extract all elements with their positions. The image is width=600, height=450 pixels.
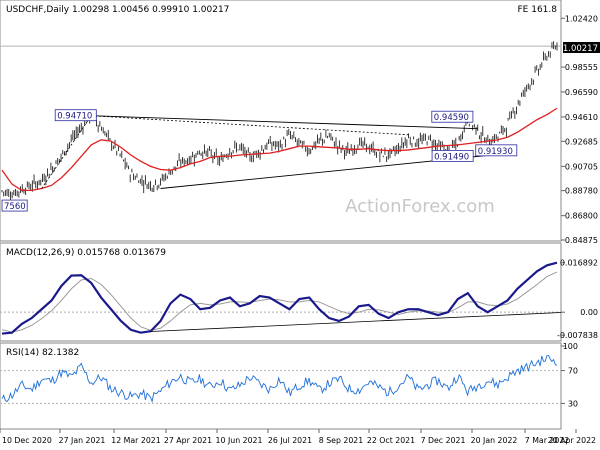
- rsi-tick-label: 100: [563, 342, 578, 351]
- time-tick-label: 7 Mar 2022: [525, 436, 570, 445]
- upper-trendline: [91, 115, 478, 130]
- time-tick-label: 27 Jan 2021: [59, 436, 106, 445]
- annotation-box: [431, 110, 474, 123]
- macd-series: [0, 261, 562, 335]
- rsi-panel-title: RSI(14) 82.1382: [6, 348, 79, 358]
- macd-axis: 0.016892 0.00 -0.007838: [557, 259, 598, 340]
- annotation-box: [54, 109, 97, 122]
- macd-trendline: [150, 312, 562, 332]
- annotation-box: [431, 149, 474, 162]
- macd-tick-label: 0.016892: [560, 259, 598, 268]
- macd-tick-label: 0.00: [580, 308, 598, 317]
- time-tick-label: 8 Sep 2021: [319, 436, 363, 445]
- annotation-label: 0.94710: [57, 112, 92, 122]
- price-tick-label: 1.02420: [565, 14, 598, 23]
- annotation-box: [475, 144, 518, 157]
- rsi-axis: 100 70 30: [561, 342, 578, 408]
- moving-average-line: [1, 107, 558, 192]
- price-tick-label: 0.92685: [565, 137, 598, 146]
- price-tick-label: 0.84875: [565, 236, 598, 245]
- time-tick-label: 10 Jun 2021: [216, 436, 263, 445]
- rsi-panel[interactable]: RSI(14) 82.1382 100 70 30: [0, 342, 578, 430]
- price-tick-label: 0.88780: [565, 187, 598, 196]
- rsi-tick-label: 70: [568, 367, 578, 376]
- macd-panel[interactable]: MACD(12,26,9) 0.015768 0.013679 0.016892…: [0, 242, 598, 342]
- macd-panel-title: MACD(12,26,9) 0.015768 0.013679: [6, 248, 166, 258]
- macd-tick-label: -0.007838: [557, 331, 598, 340]
- time-tick-label: 22 Oct 2021: [367, 436, 415, 445]
- price-tick-label: 0.94610: [565, 113, 598, 122]
- annotation-label: 7560: [4, 202, 26, 212]
- time-tick-label: 26 Jul 2021: [268, 436, 312, 445]
- price-tick-label: 0.90705: [565, 162, 598, 171]
- rsi-series: [0, 354, 561, 404]
- price-tick-label: 0.96590: [565, 88, 598, 97]
- annotation-label: 0.94590: [434, 113, 469, 123]
- time-tick-label: 12 Mar 2021: [111, 436, 160, 445]
- watermark: ActionForex.com: [345, 196, 495, 217]
- time-tick-label: 10 Dec 2020: [2, 436, 52, 445]
- dashed-trendline: [41, 115, 92, 189]
- price-annotations: 0.94710 0.94590 0.91490 0.91930 7560: [1, 109, 518, 212]
- time-tick-label: 7 Dec 2021: [421, 436, 466, 445]
- annotation-box: [1, 199, 28, 212]
- price-tick-label: 0.98555: [565, 63, 598, 72]
- price-tick-label: 0.86800: [565, 212, 598, 221]
- dashed-trendline: [91, 115, 409, 136]
- price-panel[interactable]: USDCHF,Daily 1.00298 1.00456 0.99910 1.0…: [0, 0, 600, 245]
- time-tick-label: 27 Apr 2021: [164, 436, 212, 445]
- last-price-tag: 1.00217: [563, 42, 600, 54]
- time-tick-label: 20 Apr 2022: [548, 436, 596, 445]
- macd-line: [1, 261, 558, 335]
- time-axis: 10 Dec 2020 27 Jan 2021 12 Mar 2021 27 Apr …: [0, 429, 596, 445]
- rsi-line: [1, 354, 558, 404]
- annotation-label: 0.91930: [478, 147, 513, 157]
- corner-label: FE 161.8: [518, 5, 558, 15]
- price-axis: 1.02420 0.98555 0.96590 0.94610 0.92685 0.907…: [561, 14, 598, 245]
- rsi-tick-label: 30: [568, 399, 578, 408]
- price-panel-title: USDCHF,Daily 1.00298 1.00456 0.99910 1.0…: [6, 5, 229, 15]
- last-price-label: 1.00217: [563, 44, 598, 54]
- time-tick-label: 20 Jan 2022: [471, 436, 518, 445]
- macd-signal-line: [1, 271, 558, 333]
- annotation-label: 0.91490: [434, 152, 469, 162]
